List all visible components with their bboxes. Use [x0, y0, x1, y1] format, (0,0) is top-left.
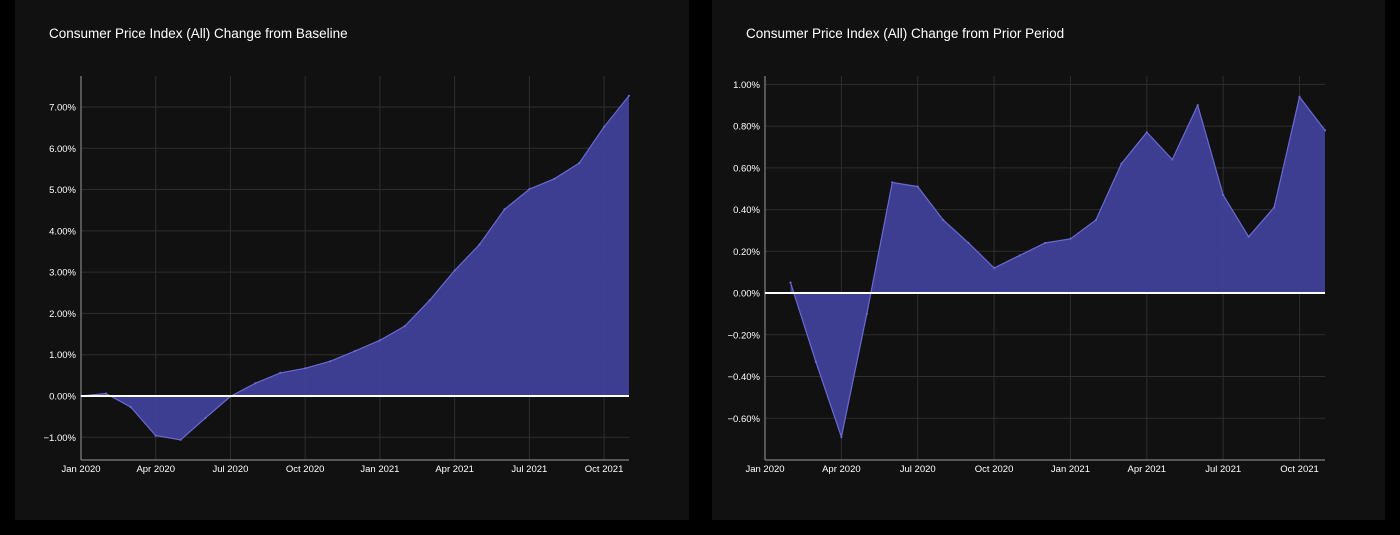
x-tick-label: Jan 2020	[61, 464, 100, 475]
x-tick-label: Jul 2021	[511, 464, 547, 475]
chart-plot-baseline: Jan 2020 Apr 2020 Jul 2020 Oct 2020 Jan 2021…	[44, 76, 631, 475]
data-point	[528, 188, 531, 191]
x-tick-label: Oct 2021	[1280, 464, 1319, 475]
data-point	[942, 218, 945, 222]
data-point	[378, 339, 381, 342]
y-tick-label: 7.00%	[49, 102, 76, 113]
data-point	[453, 269, 456, 272]
data-point	[1222, 193, 1225, 197]
data-point	[789, 281, 792, 284]
x-tick-label: Oct 2021	[585, 464, 624, 475]
series-area-fill	[790, 96, 1325, 438]
data-point	[814, 360, 817, 363]
y-tick-label: 0.00%	[49, 392, 76, 403]
data-point	[603, 125, 606, 128]
data-point	[428, 299, 431, 302]
data-point	[627, 94, 631, 97]
data-point	[993, 266, 996, 270]
data-point	[1196, 104, 1199, 107]
data-point	[891, 181, 894, 184]
series-line	[789, 95, 1326, 440]
x-tick-label: Jul 2021	[1205, 464, 1241, 475]
x-tick-label: Jan 2021	[360, 464, 399, 475]
y-tick-label: 1.00%	[733, 80, 760, 91]
x-tick-label: Oct 2020	[286, 464, 325, 475]
x-tick-label: Apr 2020	[822, 464, 861, 475]
y-tick-label: 6.00%	[49, 144, 76, 155]
x-tick-label: Jan 2020	[745, 464, 784, 475]
y-tick-label: 0.00%	[733, 289, 760, 300]
data-point	[1069, 237, 1072, 240]
data-point	[403, 325, 406, 328]
data-point	[204, 416, 207, 419]
data-point	[179, 438, 182, 441]
y-tick-label: 0.60%	[733, 163, 760, 174]
chart-title: Consumer Price Index (All) Change from P…	[746, 26, 1065, 41]
y-tick-label: 0.20%	[733, 247, 760, 258]
data-point	[1145, 131, 1148, 134]
data-point	[1247, 235, 1250, 238]
data-point	[578, 162, 581, 165]
data-point	[1273, 206, 1276, 209]
data-point	[353, 349, 357, 353]
y-tick-label: 0.40%	[733, 205, 760, 216]
data-point	[1018, 254, 1021, 257]
chart-panel-prior-period: Consumer Price Index (All) Change from P…	[712, 0, 1385, 520]
data-point	[865, 312, 868, 315]
x-tick-label: Apr 2021	[1128, 464, 1167, 475]
data-point	[553, 177, 556, 180]
chart-plot-prior-period: Jan 2020 Apr 2020 Jul 2020 Oct 2020 Jan 2021…	[728, 76, 1327, 475]
data-point	[304, 367, 307, 370]
y-tick-label: 3.00%	[49, 268, 76, 279]
x-tick-label: Apr 2020	[136, 464, 175, 475]
y-tick-label: −0.60%	[728, 414, 761, 425]
data-point	[840, 435, 843, 439]
data-point	[916, 185, 919, 188]
data-point	[329, 360, 332, 363]
x-tick-label: Oct 2020	[975, 464, 1014, 475]
data-point	[503, 208, 506, 211]
y-tick-label: 5.00%	[49, 185, 76, 196]
x-tick-label: Apr 2021	[435, 464, 474, 475]
data-point	[254, 382, 257, 385]
y-tick-label: 0.80%	[733, 122, 760, 133]
chart-title: Consumer Price Index (All) Change from B…	[49, 26, 348, 41]
y-tick-label: 1.00%	[49, 350, 76, 361]
chart-panel-baseline: Consumer Price Index (All) Change from B…	[15, 0, 689, 520]
data-point	[104, 392, 107, 395]
data-point	[478, 243, 481, 246]
data-point	[1043, 241, 1047, 245]
data-point	[967, 241, 970, 245]
y-tick-label: 4.00%	[49, 226, 76, 237]
data-point	[1094, 218, 1097, 222]
data-point	[1171, 158, 1174, 161]
y-tick-label: −1.00%	[44, 433, 77, 444]
data-point	[154, 434, 157, 437]
y-tick-label: −0.20%	[728, 330, 761, 341]
data-point	[129, 406, 132, 409]
data-point	[1323, 129, 1327, 132]
x-tick-label: Jan 2021	[1051, 464, 1090, 475]
data-point	[1298, 95, 1301, 98]
data-point	[1120, 162, 1123, 165]
x-tick-label: Jul 2020	[212, 464, 248, 475]
x-tick-label: Jul 2020	[900, 464, 936, 475]
series-area-fill	[81, 95, 629, 440]
y-tick-label: −0.40%	[728, 372, 761, 383]
y-tick-label: 2.00%	[49, 309, 76, 320]
data-point	[279, 371, 282, 374]
